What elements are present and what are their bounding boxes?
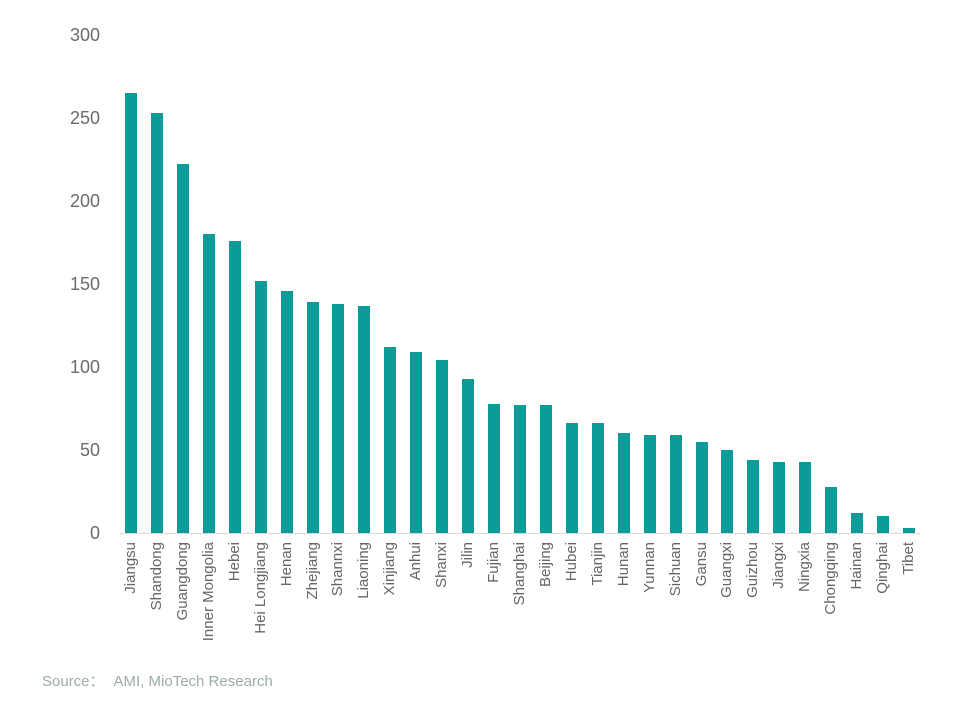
x-tick-label: Tibet xyxy=(900,542,917,575)
bar-hubei xyxy=(565,423,578,533)
x-tick-label: Fujian xyxy=(485,542,503,583)
x-tick-label: Jiangxi xyxy=(770,542,788,589)
bar-ningxia xyxy=(799,461,812,533)
bar-hainan xyxy=(851,513,864,533)
x-tick-label: Beijing xyxy=(536,542,554,588)
bar-liaoning xyxy=(358,305,371,533)
source-note: Source： AMI, MioTech Research xyxy=(42,670,273,691)
x-tick-label: Ningxia xyxy=(796,542,814,593)
x-tick-label: Tianjin xyxy=(588,542,606,586)
bar-yunnan xyxy=(643,435,656,533)
bar-tianjin xyxy=(591,423,604,533)
bar-qinghai xyxy=(877,516,890,533)
x-tick-label: Hainan xyxy=(848,542,866,590)
x-tick-label: Jiangsu xyxy=(122,542,139,594)
x-tick-label: Gansu xyxy=(692,542,710,587)
x-tick-label: Hunan xyxy=(614,542,632,587)
source-text: AMI, MioTech Research xyxy=(113,673,273,690)
y-tick-label: 300 xyxy=(69,25,100,45)
bar-chongqing xyxy=(825,486,838,533)
bar-anhui xyxy=(410,352,423,533)
x-tick-label: Hebei xyxy=(225,542,243,582)
bar-henan xyxy=(280,290,293,533)
bar-shanghai xyxy=(514,405,526,533)
x-tick-label: Guangxi xyxy=(718,542,736,598)
bar-jilin xyxy=(462,378,475,533)
x-tick-label: Chongqing xyxy=(822,542,840,615)
bar-beijing xyxy=(539,405,552,533)
bar-jiangxi xyxy=(773,461,786,533)
x-tick-label: Henan xyxy=(277,542,295,587)
bar-tibet xyxy=(903,528,915,533)
bar-zhejiang xyxy=(306,302,319,533)
y-tick-label: 0 xyxy=(89,523,100,543)
bar-hebei xyxy=(228,240,241,533)
x-tick-label: Shanghai xyxy=(511,542,528,606)
plot-area xyxy=(120,35,920,534)
y-tick-label: 50 xyxy=(79,440,100,460)
x-tick-label: Guizhou xyxy=(744,542,762,598)
x-tick-label: Qinghai xyxy=(874,542,892,594)
y-tick-label: 100 xyxy=(69,357,100,377)
bar-sichuan xyxy=(669,435,682,533)
x-tick-label: Jilin xyxy=(459,542,477,568)
x-tick-label: Hei Longjiang xyxy=(251,542,269,634)
y-tick-label: 150 xyxy=(69,274,100,294)
y-tick-label: 200 xyxy=(69,191,100,211)
bar-guangxi xyxy=(721,450,734,533)
y-tick-label: 250 xyxy=(69,108,100,128)
bar-guangdong xyxy=(176,164,189,533)
bar-gansu xyxy=(695,441,708,533)
bar-hunan xyxy=(617,433,630,533)
bar-inner-mongolia xyxy=(202,234,215,533)
source-label: Source： xyxy=(42,673,105,690)
x-tick-label: Sichuan xyxy=(666,542,684,597)
x-tick-label: Shandong xyxy=(147,542,165,611)
bar-shanxi xyxy=(436,360,449,533)
bar-shannxi xyxy=(332,303,345,533)
x-tick-label: Inner Mongolia xyxy=(199,542,217,642)
bar-fujian xyxy=(488,403,501,533)
x-tick-label: Guangdong xyxy=(173,542,191,621)
bar-shandong xyxy=(150,113,163,533)
x-tick-label: Yunnan xyxy=(640,542,658,593)
bar-hei-longjiang xyxy=(254,280,267,533)
x-tick-label: Xinjiang xyxy=(381,542,399,596)
bar-guizhou xyxy=(747,459,760,533)
bar-jiangsu xyxy=(125,93,137,533)
bar-xinjiang xyxy=(384,347,397,533)
x-tick-label: Zhejiang xyxy=(303,542,321,600)
x-tick-label: Shanxi xyxy=(433,542,451,588)
x-tick-label: Hubei xyxy=(562,542,580,582)
x-tick-label: Liaoning xyxy=(355,542,373,599)
x-tick-label: Shannxi xyxy=(329,542,347,597)
x-tick-label: Anhui xyxy=(407,542,425,581)
